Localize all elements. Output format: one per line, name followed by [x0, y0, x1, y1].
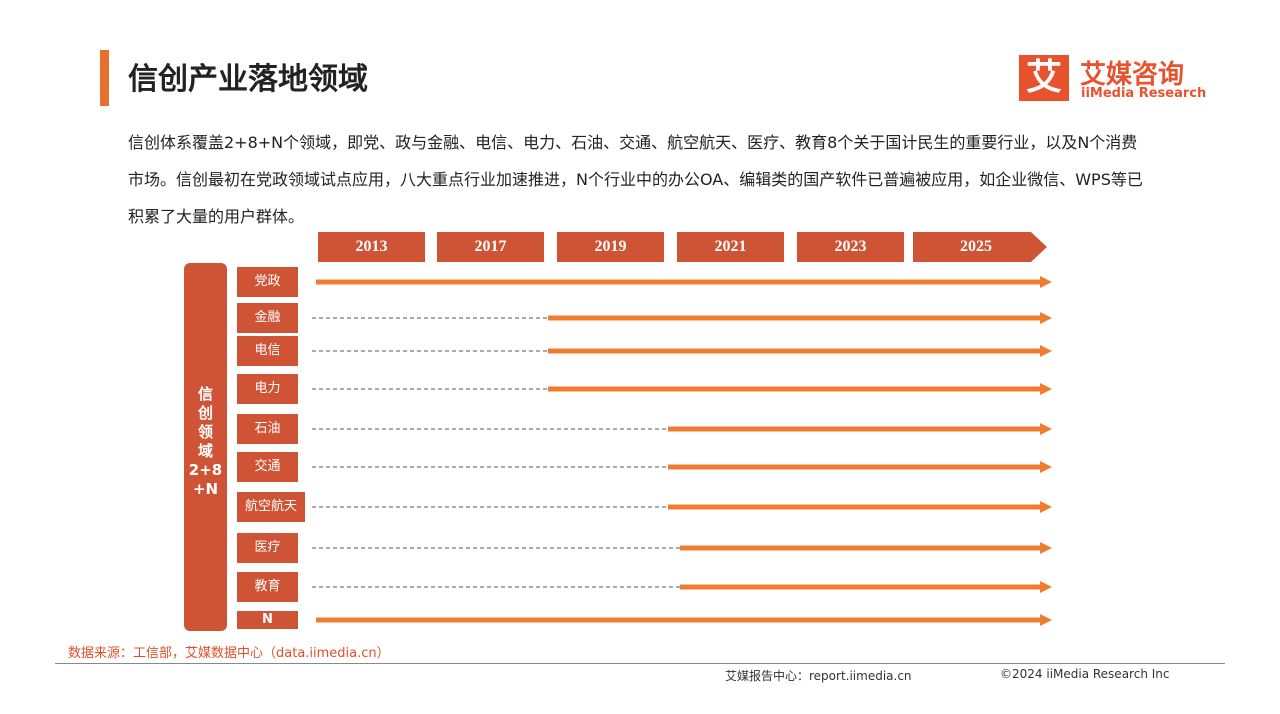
row-label: 金融 — [237, 303, 298, 333]
arrow-head — [1040, 423, 1052, 435]
intro-text: 信创体系覆盖2+8+N个领域，即党、政与金融、电信、电力、石油、交通、航空航天、… — [128, 133, 1143, 226]
source: 数据来源：工信部，艾媒数据中心（data.iimedia.cn） — [68, 646, 390, 661]
logo-mark: 艾 — [1019, 55, 1069, 101]
report-center: 艾媒报告中心：report.iimedia.cn — [725, 669, 912, 683]
arrow-head — [1040, 581, 1052, 593]
group-label: 领 — [197, 423, 213, 441]
row-label: 医疗 — [237, 533, 298, 563]
year-label: 2019 — [557, 232, 664, 262]
title-accent — [100, 50, 109, 106]
copyright: ©2024 iiMedia Research Inc — [1000, 667, 1170, 681]
arrow-head — [1040, 501, 1052, 513]
row-label: 教育 — [237, 572, 298, 602]
group-label: 域 — [197, 442, 213, 460]
year-label: 2013 — [318, 232, 425, 262]
group-label: 信 — [197, 385, 213, 403]
arrow-head — [1040, 276, 1052, 288]
arrow-head — [1040, 383, 1052, 395]
page-title: 信创产业落地领域 — [128, 62, 368, 97]
group-label: +N — [192, 480, 219, 498]
arrow-head — [1040, 345, 1052, 357]
year-label: 2025 — [913, 232, 1047, 262]
row-label: 交通 — [237, 452, 298, 482]
group-label: 2+8 — [188, 461, 223, 479]
group-box: 信创领域 2+8 +N — [184, 263, 227, 631]
year-label: 2023 — [797, 232, 904, 262]
arrow-head — [1040, 461, 1052, 473]
row-label: 党政 — [237, 267, 298, 297]
row-label: N — [237, 611, 298, 629]
logo-name: 艾媒咨询 — [1080, 60, 1185, 90]
year-label: 2017 — [437, 232, 544, 262]
year-label: 2021 — [677, 232, 784, 262]
arrow-head — [1040, 542, 1052, 554]
row-label: 电信 — [237, 336, 298, 366]
row-label: 电力 — [237, 374, 298, 404]
arrow-head — [1040, 312, 1052, 324]
group-label: 创 — [197, 404, 213, 422]
arrow-head — [1040, 614, 1052, 626]
footer-rule — [55, 663, 1225, 664]
row-label: 石油 — [237, 414, 298, 444]
logo-sub: iiMedia Research — [1081, 86, 1207, 101]
row-label: 航空航天 — [237, 492, 305, 522]
